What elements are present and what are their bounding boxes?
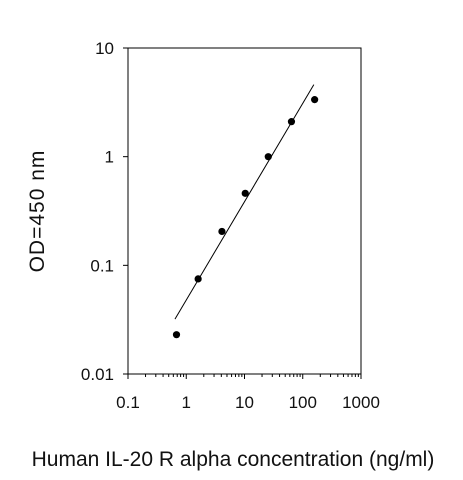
data-points [172,96,319,339]
data-point [264,153,272,161]
data-point [287,118,296,126]
x-tick-label: 1000 [342,393,380,412]
data-point [172,331,181,339]
x-axis-title: Human IL-20 R alpha concentration (ng/ml… [32,448,435,471]
y-tick-label: 10 [95,39,114,58]
x-axis-ticks: 0.1 1 10 100 1000 [116,374,380,412]
data-point [311,96,319,104]
y-tick-label: 0.01 [81,365,114,384]
y-axis-title: OD=450 nm [26,150,49,273]
x-tick-label: 10 [235,393,254,412]
y-tick-label: 0.1 [90,256,114,275]
data-point [241,189,249,197]
x-tick-label: 1 [182,393,191,412]
data-point [194,275,202,283]
y-axis-ticks: 0.01 0.1 1 10 [81,39,128,384]
plot-frame [127,47,362,375]
x-tick-label: 100 [289,393,317,412]
data-point [218,227,226,236]
y-tick-label: 1 [105,148,114,167]
x-tick-label: 0.1 [116,393,140,412]
